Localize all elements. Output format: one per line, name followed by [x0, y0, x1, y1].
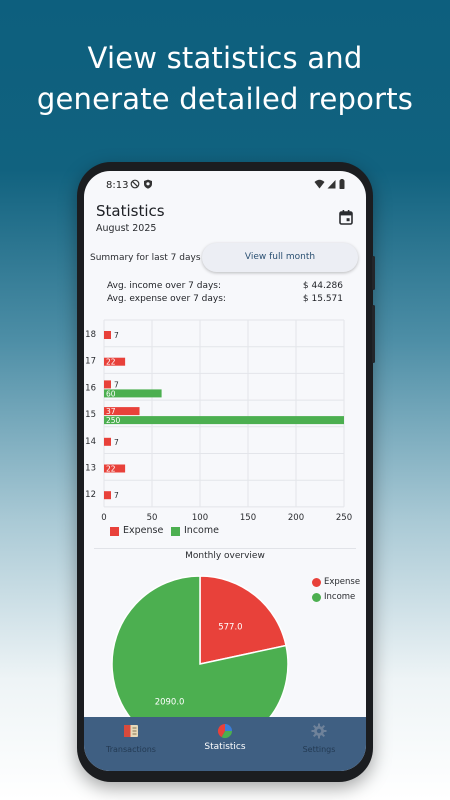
pie-slice-income — [111, 575, 289, 726]
income-bar — [104, 416, 344, 425]
status-bar: 8:13 — [84, 171, 366, 197]
phone-screen: 8:13 Statistics August 2025 Summary for … — [84, 171, 366, 771]
avg-expense-row: Avg. expense over 7 days: $ 15.571 — [107, 294, 343, 304]
expense-bar — [104, 464, 126, 473]
pie-legend-income-label: Income — [324, 592, 356, 602]
income-value-label: 60 — [106, 389, 116, 398]
legend-income-label: Income — [184, 525, 219, 536]
gear-icon — [311, 723, 327, 739]
x-tick-label: 50 — [147, 513, 158, 523]
avg-income-row: Avg. income over 7 days: $ 44.286 — [107, 281, 343, 291]
expense-bar — [104, 331, 111, 339]
battery-icon — [339, 179, 345, 192]
wifi-icon — [314, 179, 325, 192]
ledger-icon — [124, 725, 138, 737]
avg-income-value: $ 44.286 — [302, 281, 343, 291]
nav-statistics-label: Statistics — [204, 742, 246, 752]
expense-value-label: 7 — [114, 331, 119, 340]
expense-bar — [104, 437, 111, 446]
y-tick-label: 17 — [85, 357, 96, 367]
avg-expense-label: Avg. expense over 7 days: — [107, 294, 226, 304]
expense-value-label: 7 — [114, 491, 119, 500]
y-tick-label: 14 — [85, 437, 96, 447]
pie-legend-expense-label: Expense — [324, 577, 361, 587]
nav-settings-label: Settings — [302, 745, 336, 754]
y-tick-label: 18 — [85, 330, 96, 340]
y-tick-label: 15 — [85, 410, 96, 420]
bottom-navigation: Transactions Statistics — [84, 717, 366, 771]
legend-expense-label: Expense — [123, 525, 164, 536]
nav-statistics[interactable]: Statistics — [178, 717, 272, 771]
headline-line-1: View statistics and — [87, 41, 363, 75]
pie-value-label: 577.0 — [218, 622, 242, 632]
expense-bar — [104, 491, 111, 500]
income-value-label: 250 — [106, 416, 121, 425]
expense-value-label: 37 — [106, 407, 116, 416]
section-divider — [94, 548, 356, 549]
pie-chart-title: Monthly overview — [185, 551, 265, 561]
expense-value-label: 22 — [106, 358, 116, 367]
y-tick-label: 12 — [85, 490, 96, 500]
signal-icon — [327, 179, 336, 192]
calendar-icon[interactable] — [338, 209, 354, 225]
power-button — [372, 256, 375, 290]
legend-income-swatch — [171, 527, 180, 536]
avg-income-label: Avg. income over 7 days: — [107, 281, 222, 291]
headline-line-2: generate detailed reports — [36, 82, 414, 116]
summary-period-label: Summary for last 7 days — [90, 253, 201, 263]
expense-value-label: 22 — [106, 465, 116, 474]
page-title: Statistics — [96, 202, 165, 220]
status-time: 8:13 — [106, 180, 129, 191]
nav-transactions-label: Transactions — [106, 745, 156, 754]
income-bar — [104, 389, 162, 398]
x-tick-label: 150 — [240, 513, 256, 523]
pie-legend-expense-dot — [312, 578, 321, 587]
shield-icon — [143, 179, 153, 192]
pie-value-label: 2090.0 — [155, 698, 185, 708]
x-tick-label: 0 — [101, 513, 106, 523]
expense-bar — [104, 407, 140, 416]
x-tick-label: 250 — [336, 513, 352, 523]
pie-chart-icon — [217, 723, 233, 739]
y-tick-label: 16 — [85, 383, 96, 393]
pie-legend-income-dot — [312, 593, 321, 602]
pie-slice-expense — [199, 575, 287, 665]
do-not-disturb-icon — [130, 179, 140, 192]
expense-bar — [104, 380, 111, 389]
expense-value-label: 7 — [114, 438, 119, 447]
monthly-pie-chart: 577.0 2090.0 — [111, 575, 289, 726]
nav-transactions[interactable]: Transactions — [84, 717, 178, 771]
y-tick-label: 13 — [85, 464, 96, 474]
view-full-month-button[interactable]: View full month — [202, 243, 358, 272]
volume-button — [372, 305, 375, 363]
x-tick-label: 200 — [288, 513, 304, 523]
avg-expense-value: $ 15.571 — [302, 294, 343, 304]
page-subtitle: August 2025 — [96, 223, 157, 234]
expense-value-label: 7 — [114, 380, 119, 389]
promo-headline: View statistics and generate detailed re… — [0, 38, 450, 120]
nav-settings[interactable]: Settings — [272, 717, 366, 771]
expense-bar — [104, 357, 126, 366]
legend-expense-swatch — [110, 527, 119, 536]
x-tick-label: 100 — [192, 513, 208, 523]
